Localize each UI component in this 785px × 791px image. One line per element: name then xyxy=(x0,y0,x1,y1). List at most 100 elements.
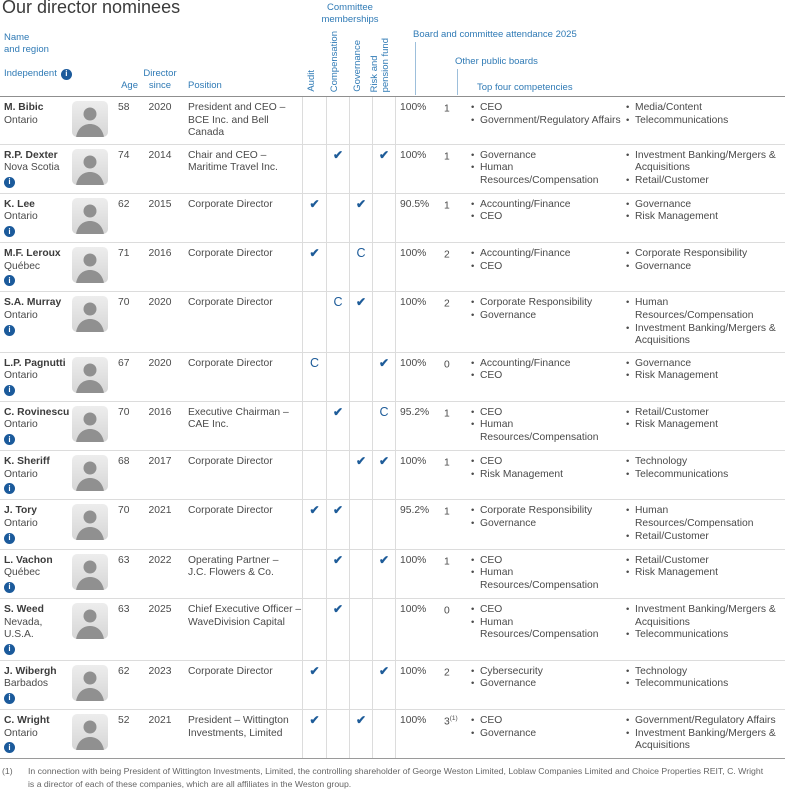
governance-membership-cell xyxy=(349,352,372,401)
committee-check-icon: ✔ xyxy=(378,355,390,370)
audit-membership-cell xyxy=(302,451,326,500)
compensation-membership-cell xyxy=(326,352,349,401)
risk-pension-membership-cell xyxy=(372,292,396,352)
age-cell: 52 xyxy=(118,715,130,727)
competency-item: Risk Management xyxy=(625,370,785,383)
other-boards-cell: 0 xyxy=(437,599,462,660)
director-since-cell: 2022 xyxy=(148,554,172,566)
other-boards-count: 1 xyxy=(444,556,450,568)
director-name: R.P. Dexter xyxy=(4,149,58,161)
age-header: Age xyxy=(121,80,138,92)
governance-membership-cell xyxy=(349,144,372,193)
director-since-cell: 2017 xyxy=(148,456,172,468)
footnote-reference: (1) xyxy=(449,715,458,723)
independent-info-icon: i xyxy=(4,532,15,544)
name-cell: C. Rovinescu Ontario i xyxy=(0,402,70,450)
director-since-header: Director since xyxy=(143,68,177,92)
position-cell: Chief Executive Officer – WaveDivision C… xyxy=(188,603,302,628)
committee-check-icon: ✔ xyxy=(309,503,320,518)
competency-item: Risk Management xyxy=(470,469,622,482)
independent-info-icon: i xyxy=(4,692,15,704)
person-silhouette-icon xyxy=(76,253,104,284)
director-name: S.A. Murray xyxy=(4,297,62,309)
photo-cell xyxy=(70,194,112,242)
compensation-membership-cell xyxy=(326,710,349,759)
other-boards-count: 0 xyxy=(444,359,450,371)
footnote-marker: (1) xyxy=(2,766,13,777)
director-since-cell: 2016 xyxy=(148,248,172,260)
audit-membership-cell xyxy=(302,97,326,144)
competencies-cell-a: CybersecurityGovernance xyxy=(462,661,622,709)
audit-membership-cell xyxy=(302,401,326,451)
nominees-table: M. Bibic Ontario i 58 2020 President and… xyxy=(0,97,785,760)
other-boards-cell: 1 xyxy=(437,500,462,548)
person-silhouette-icon xyxy=(76,204,104,234)
table-row: R.P. Dexter Nova Scotia i 74 2014 Chair … xyxy=(0,144,785,194)
table-row: J. Wibergh Barbados i 62 2023 Corporate … xyxy=(0,660,785,711)
competency-item: Retail/Customer xyxy=(625,531,785,544)
competency-list: TechnologyTelecommunications xyxy=(625,666,785,691)
compensation-membership-cell: ✔ xyxy=(326,500,349,549)
director-photo xyxy=(72,148,108,185)
director-region: Ontario xyxy=(4,727,38,739)
photo-cell xyxy=(70,292,112,351)
compensation-column-header: Compensation xyxy=(329,30,340,92)
age-cell: 62 xyxy=(118,198,130,210)
age-cell: 68 xyxy=(118,456,130,468)
competency-item: Corporate Responsibility xyxy=(625,248,785,261)
competency-item: Governance xyxy=(625,358,785,371)
photo-cell xyxy=(70,451,112,499)
independent-info-icon: i xyxy=(4,384,15,396)
name-cell: K. Sheriff Ontario i xyxy=(0,451,70,499)
committee-check-icon: ✔ xyxy=(378,552,390,567)
position-cell: Corporate Director xyxy=(188,357,273,369)
director-photo xyxy=(72,455,108,492)
director-name: M. Bibic xyxy=(4,102,44,113)
person-silhouette-icon xyxy=(76,363,104,393)
attendance-header: Board and committee attendance 2025 xyxy=(413,29,577,40)
governance-membership-cell xyxy=(349,598,372,660)
table-header: Our director nominees Name and region In… xyxy=(0,0,785,97)
competency-item: Corporate Responsibility xyxy=(470,505,622,518)
governance-membership-cell: ✔ xyxy=(349,193,372,243)
competencies-cell-a: Corporate ResponsibilityGovernance xyxy=(462,292,622,351)
name-cell: S. Weed Nevada, U.S.A. i xyxy=(0,599,70,660)
director-name: L.P. Pagnutti xyxy=(4,357,66,369)
director-since-cell: 2025 xyxy=(148,603,172,615)
director-photo xyxy=(72,101,108,137)
competencies-cell-b: Corporate ResponsibilityGovernance xyxy=(622,243,785,291)
name-cell: L. Vachon Québec i xyxy=(0,550,70,598)
competency-item: Risk Management xyxy=(625,567,785,580)
competencies-cell-b: Retail/CustomerRisk Management xyxy=(622,550,785,598)
other-boards-count: 1 xyxy=(444,200,450,212)
table-row: K. Lee Ontario i 62 2015 Corporate Direc… xyxy=(0,193,785,244)
committee-chair-mark: C xyxy=(333,295,343,310)
director-region: Ontario xyxy=(4,468,38,480)
director-region: Ontario xyxy=(4,370,38,382)
risk-pension-membership-cell xyxy=(372,598,396,660)
competencies-cell-b: TechnologyTelecommunications xyxy=(622,451,785,499)
other-boards-cell: 1 xyxy=(437,550,462,598)
other-boards-cell: 2 xyxy=(437,292,462,351)
audit-membership-cell xyxy=(302,549,326,598)
competency-item: Human Resources/Compensation xyxy=(470,617,622,642)
name-cell: J. Wibergh Barbados i xyxy=(0,661,70,709)
competency-item: Governance xyxy=(470,150,622,163)
competency-list: Retail/CustomerRisk Management xyxy=(625,555,785,580)
position-cell: President and CEO – BCE Inc. and Bell Ca… xyxy=(188,102,286,139)
competency-item: Human Resources/Compensation xyxy=(470,567,622,592)
other-boards-count: 1 xyxy=(444,457,450,469)
competencies-cell-a: Accounting/FinanceCEO xyxy=(462,194,622,242)
photo-cell xyxy=(70,599,112,660)
competency-list: TechnologyTelecommunications xyxy=(625,456,785,481)
competency-item: Cybersecurity xyxy=(470,666,622,679)
name-cell: M. Bibic Ontario i xyxy=(0,97,70,144)
table-row: C. Rovinescu Ontario i 70 2016 Executive… xyxy=(0,401,785,452)
risk-pension-membership-cell: C xyxy=(372,401,396,451)
competency-item: Corporate Responsibility xyxy=(470,297,622,310)
compensation-membership-cell xyxy=(326,660,349,710)
competencies-cell-b: Human Resources/CompensationInvestment B… xyxy=(622,292,785,351)
competencies-cell-a: CEOHuman Resources/Compensation xyxy=(462,402,622,450)
